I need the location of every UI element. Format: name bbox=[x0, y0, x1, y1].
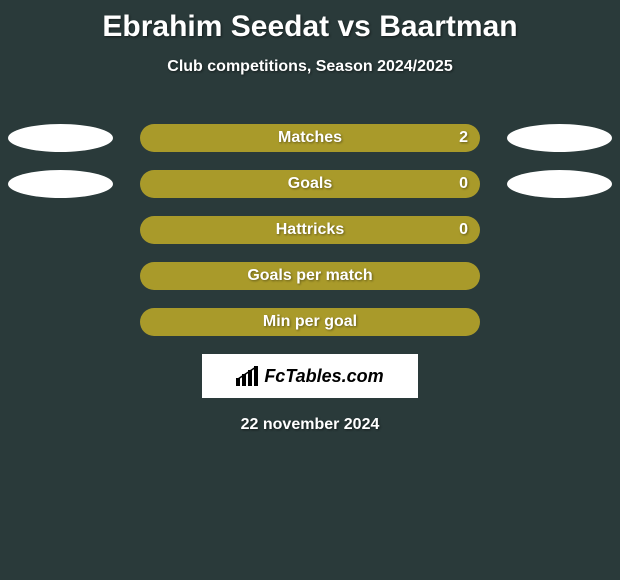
logo-box: FcTables.com bbox=[202, 354, 418, 398]
stat-row: Hattricks 0 bbox=[0, 216, 620, 244]
stat-bar: Min per goal bbox=[140, 308, 480, 336]
stat-label: Goals per match bbox=[247, 267, 372, 285]
stat-bar: Goals per match bbox=[140, 262, 480, 290]
stat-label: Goals bbox=[288, 175, 332, 193]
right-ellipse bbox=[507, 124, 612, 152]
date-text: 22 november 2024 bbox=[241, 416, 380, 434]
logo-chart-icon bbox=[236, 366, 258, 386]
stat-row: Goals 0 bbox=[0, 170, 620, 198]
left-ellipse bbox=[8, 170, 113, 198]
infographic-container: Ebrahim Seedat vs Baartman Club competit… bbox=[0, 0, 620, 434]
stats-rows: Matches 2 Goals 0 Hattricks 0 Goals per match M… bbox=[0, 124, 620, 336]
stat-row: Matches 2 bbox=[0, 124, 620, 152]
stat-label: Hattricks bbox=[276, 221, 344, 239]
stat-row: Goals per match bbox=[0, 262, 620, 290]
stat-value: 0 bbox=[459, 175, 468, 193]
stat-bar: Matches 2 bbox=[140, 124, 480, 152]
stat-value: 0 bbox=[459, 221, 468, 239]
stat-label: Matches bbox=[278, 129, 342, 147]
stat-bar: Hattricks 0 bbox=[140, 216, 480, 244]
left-ellipse bbox=[8, 124, 113, 152]
stat-row: Min per goal bbox=[0, 308, 620, 336]
stat-value: 2 bbox=[459, 129, 468, 147]
logo-text: FcTables.com bbox=[264, 366, 383, 387]
stat-bar: Goals 0 bbox=[140, 170, 480, 198]
page-title: Ebrahim Seedat vs Baartman bbox=[102, 10, 517, 44]
right-ellipse bbox=[507, 170, 612, 198]
page-subtitle: Club competitions, Season 2024/2025 bbox=[167, 58, 452, 76]
stat-label: Min per goal bbox=[263, 313, 357, 331]
